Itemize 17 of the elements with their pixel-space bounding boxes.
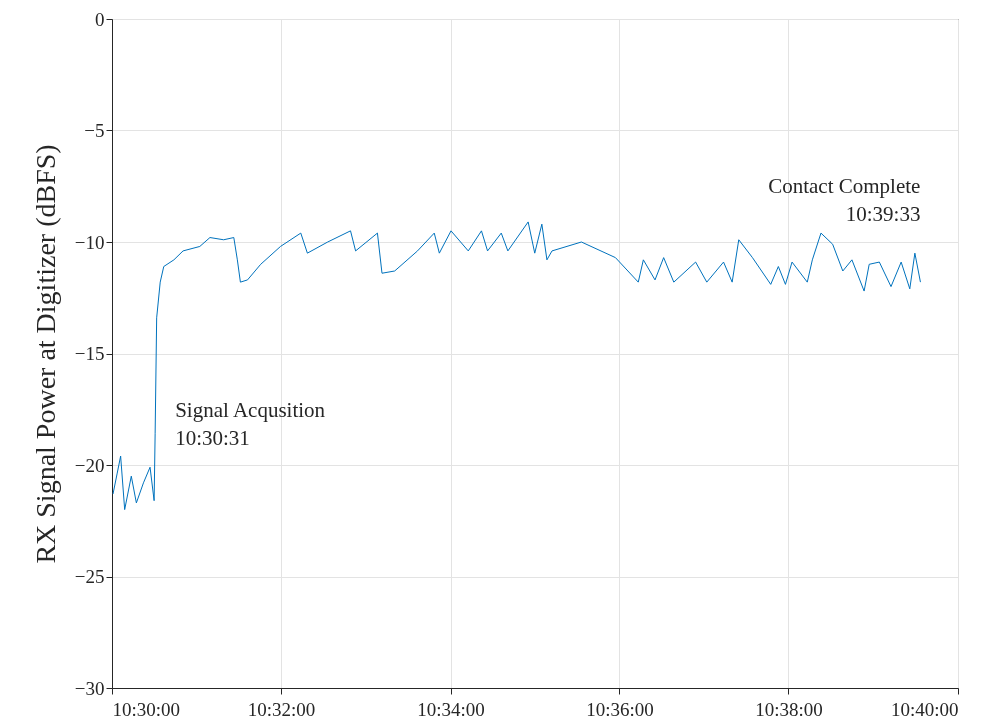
line-series — [112, 221, 921, 511]
y-tick-label: −5 — [84, 120, 105, 141]
y-tick-label: −10 — [74, 231, 105, 253]
x-tick-label: 10:30:00 — [112, 698, 181, 720]
x-tick-label: 10:38:00 — [755, 698, 823, 720]
y-axis-title: RX Signal Power at Digitizer (dBFS) — [29, 144, 61, 564]
x-tick-label: 10:34:00 — [417, 698, 485, 720]
y-tick-label: −15 — [74, 343, 105, 364]
annotation: Contact Complete 10:39:33 — [768, 174, 921, 227]
x-tick-label: 10:40:00 — [890, 698, 959, 720]
annotation: Signal Acqusition 10:30:31 — [175, 397, 326, 450]
y-tick-label: −30 — [74, 677, 105, 699]
y-tick-label: −20 — [74, 454, 105, 476]
x-tick-label: 10:32:00 — [247, 698, 316, 720]
x-tick-label: 10:36:00 — [586, 698, 654, 720]
y-tick-label: −25 — [74, 566, 105, 587]
y-tick-label: 0 — [95, 8, 105, 30]
